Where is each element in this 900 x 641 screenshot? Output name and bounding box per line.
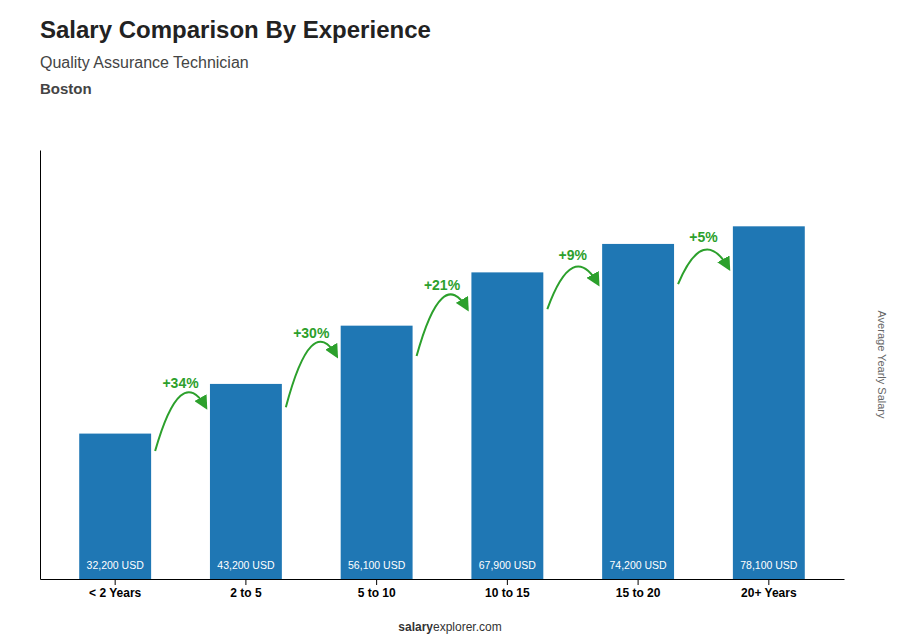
data-label: 78,100 USD [740, 559, 798, 571]
subtitle: Quality Assurance Technician [40, 54, 249, 71]
x-tick: 15 to 20 [616, 579, 661, 600]
change-arrow [547, 267, 598, 310]
data-label: 56,100 USD [348, 559, 406, 571]
footer-part: salary [398, 620, 433, 634]
x-tick-mark [507, 579, 508, 585]
bar [602, 244, 674, 579]
change-arrow [417, 294, 468, 356]
footer-part: explorer.com [433, 620, 502, 634]
x-tick-label: 10 to 15 [485, 586, 530, 600]
change-label: +21% [424, 277, 461, 293]
change-arrow [155, 392, 206, 451]
data-label: 74,200 USD [609, 559, 667, 571]
y-axis [40, 151, 41, 580]
x-tick-label: 2 to 5 [230, 586, 262, 600]
data-label: 32,200 USD [87, 559, 145, 571]
x-tick: 2 to 5 [230, 579, 262, 600]
change-label: +34% [162, 375, 199, 391]
x-tick-label: 20+ Years [741, 586, 797, 600]
subtitle: Boston [40, 80, 92, 97]
x-tick-label: 5 to 10 [358, 586, 396, 600]
x-tick: 20+ Years [741, 579, 797, 600]
x-tick-label: 15 to 20 [616, 586, 661, 600]
change-label: +9% [559, 247, 588, 263]
bar [733, 226, 805, 579]
x-tick: 10 to 15 [485, 579, 530, 600]
change-label: +30% [293, 325, 330, 341]
x-tick: 5 to 10 [358, 579, 396, 600]
change-label: +5% [689, 229, 718, 245]
data-labels: 32,200 USD 43,200 USD 56,100 USD 67,900 USD… [87, 559, 798, 571]
title: Salary Comparison By Experience [40, 16, 431, 43]
y-axis-title: Average Yearly Salary [876, 310, 888, 419]
x-tick: < 2 Years [89, 579, 141, 600]
x-axis-line [41, 579, 845, 580]
y-axis-line [40, 151, 41, 580]
bar [471, 272, 543, 579]
x-axis: < 2 Years 2 to 5 5 to 10 10 to 15 15 to 20 20… [41, 579, 845, 600]
data-label: 67,900 USD [479, 559, 537, 571]
bar [210, 384, 282, 579]
bar [341, 326, 413, 579]
bar [79, 434, 151, 579]
change-annotations: +34% +30% +21% +9% +5% [155, 229, 729, 451]
x-tick-mark [638, 579, 639, 585]
data-label: 43,200 USD [217, 559, 275, 571]
chart: Salary Comparison By Experience Quality A… [0, 0, 900, 641]
x-tick-mark [245, 579, 246, 585]
x-tick-mark [115, 579, 116, 585]
bars [79, 226, 805, 579]
x-tick-label: < 2 Years [89, 586, 141, 600]
change-arrow [678, 249, 729, 284]
plot-area: < 2 Years 2 to 5 5 to 10 10 to 15 15 to 20 20… [41, 151, 845, 600]
x-tick-mark [376, 579, 377, 585]
change-arrow [286, 342, 337, 408]
footer: salaryexplorer.com [398, 620, 501, 634]
x-tick-mark [768, 579, 769, 585]
